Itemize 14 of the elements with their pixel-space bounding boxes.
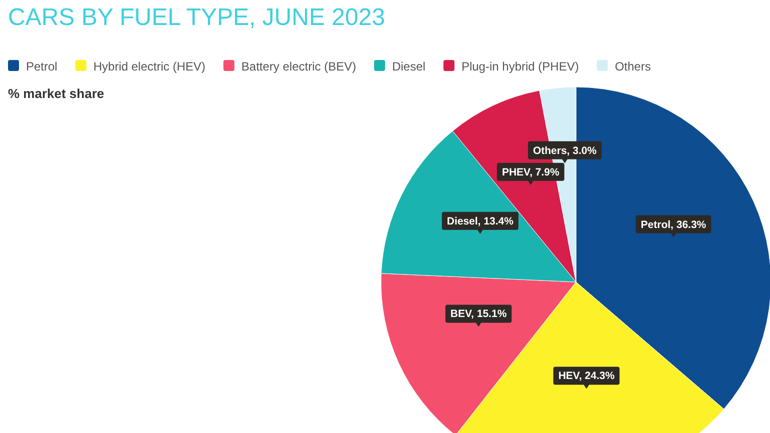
legend-label: Petrol	[26, 60, 58, 74]
data-label: Others, 3.0%	[532, 144, 598, 157]
legend-label: Plug-in hybrid (PHEV)	[461, 60, 579, 74]
data-label: HEV, 24.3%	[558, 370, 616, 382]
legend-label: Battery electric (BEV)	[241, 60, 356, 74]
legend-label: Hybrid electric (HEV)	[93, 60, 206, 74]
data-label: Diesel, 13.4%	[446, 215, 514, 228]
data-label: BEV, 15.1%	[450, 308, 508, 320]
legend-label: Diesel	[392, 60, 426, 74]
legend-label: Others	[614, 60, 651, 74]
chart-title: CARS BY FUEL TYPE, JUNE 2023	[8, 4, 386, 31]
data-label: Petrol, 36.3%	[640, 218, 707, 231]
text: % market share	[8, 86, 104, 101]
data-label: PHEV, 7.9%	[502, 166, 560, 178]
